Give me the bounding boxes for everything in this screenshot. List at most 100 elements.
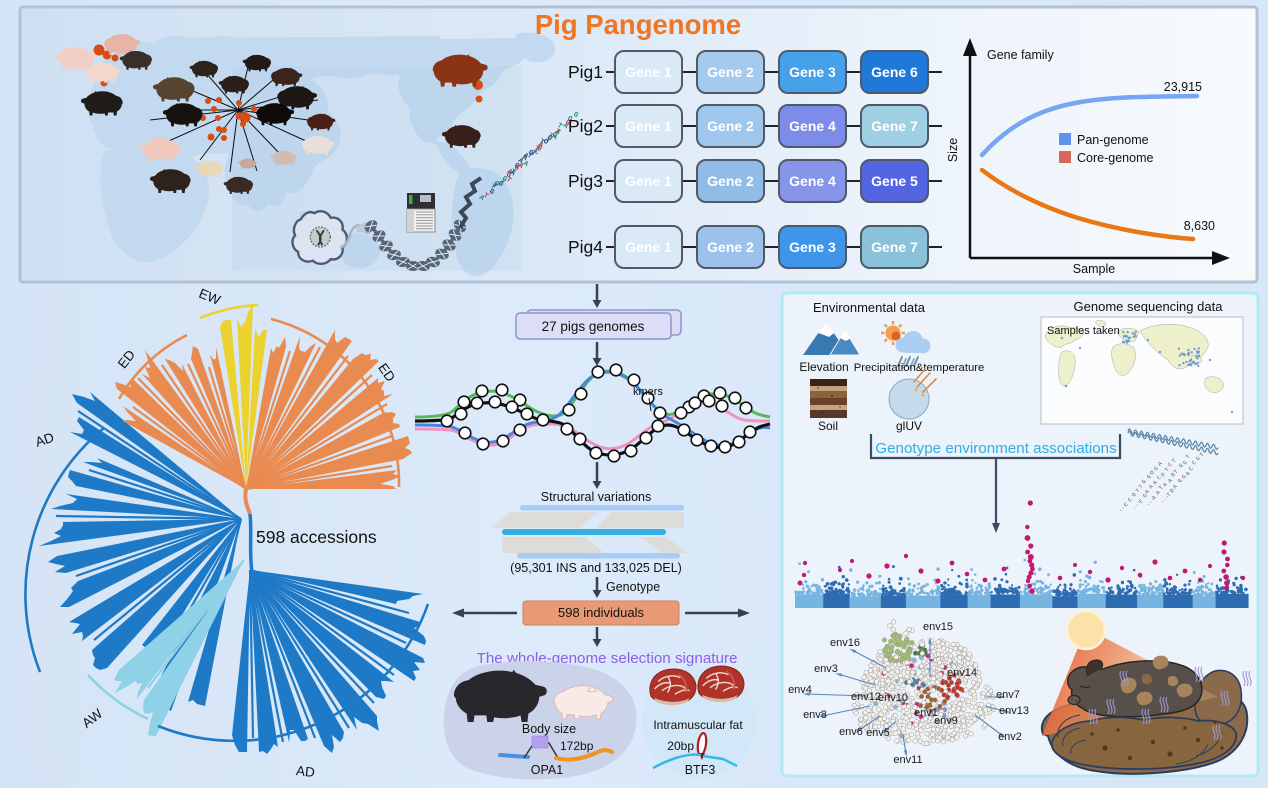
svg-text:Gene 2: Gene 2 — [707, 64, 754, 80]
svg-text:...: ... — [1130, 498, 1142, 510]
svg-text:G: G — [1152, 465, 1159, 472]
svg-text:O: O — [1130, 491, 1138, 499]
svg-text:A: A — [477, 194, 486, 203]
svg-text:O: O — [1168, 487, 1176, 495]
svg-text:env8: env8 — [803, 709, 827, 721]
svg-text:23,915: 23,915 — [1164, 80, 1202, 94]
svg-text:Core-genome: Core-genome — [1077, 151, 1153, 165]
svg-text:A: A — [520, 154, 529, 163]
svg-text:env11: env11 — [893, 754, 922, 766]
svg-text:Gene 3: Gene 3 — [789, 64, 836, 80]
svg-text:G: G — [496, 180, 504, 189]
svg-text:G: G — [1141, 492, 1148, 499]
svg-text:T: T — [1165, 491, 1173, 499]
svg-text:G: G — [1181, 459, 1188, 466]
svg-text:A: A — [505, 168, 514, 177]
svg-text:C: C — [1155, 474, 1163, 482]
svg-text:T: T — [529, 149, 538, 158]
svg-text:Genotype: Genotype — [606, 580, 660, 594]
svg-text:...: ... — [1116, 501, 1128, 513]
svg-text:Pig Pangenome: Pig Pangenome — [535, 9, 741, 40]
svg-text:O: O — [526, 149, 535, 158]
svg-text:C: C — [1122, 501, 1130, 509]
svg-text:T: T — [1170, 457, 1178, 465]
svg-text:T: T — [488, 183, 497, 192]
svg-text:A: A — [536, 141, 545, 150]
svg-text:Samples taken: Samples taken — [1047, 325, 1120, 337]
svg-text:A: A — [1151, 479, 1159, 487]
svg-text:Gene 4: Gene 4 — [789, 118, 836, 134]
svg-text:AD: AD — [33, 430, 56, 450]
svg-text:G: G — [487, 188, 495, 197]
svg-text:env9: env9 — [934, 715, 958, 727]
svg-text:O: O — [1148, 469, 1156, 477]
svg-text:O: O — [1159, 471, 1167, 479]
svg-text:8,630: 8,630 — [1184, 219, 1215, 233]
svg-text:A: A — [1166, 477, 1174, 485]
svg-text:G: G — [535, 144, 543, 153]
svg-text:G: G — [512, 162, 520, 171]
svg-text:T: T — [1163, 466, 1171, 474]
svg-text:A: A — [1156, 460, 1164, 468]
svg-text:Pig3: Pig3 — [568, 171, 603, 191]
svg-text:G: G — [1180, 473, 1187, 480]
svg-text:env7: env7 — [996, 689, 1020, 701]
svg-text:T: T — [537, 138, 546, 147]
svg-text:T: T — [508, 168, 517, 177]
svg-text:598 accessions: 598 accessions — [256, 527, 377, 547]
svg-text:env15: env15 — [923, 621, 953, 633]
svg-text:T: T — [498, 178, 507, 187]
svg-text:BTF3: BTF3 — [685, 763, 716, 777]
svg-text:Gene 1: Gene 1 — [625, 64, 672, 80]
svg-text:O: O — [545, 134, 554, 143]
svg-text:kmers: kmers — [633, 386, 663, 398]
svg-text:C: C — [1190, 459, 1198, 467]
svg-text:T: T — [532, 145, 541, 154]
svg-text:Gene 5: Gene 5 — [871, 173, 918, 189]
svg-text:Elevation: Elevation — [799, 360, 848, 374]
svg-text:T: T — [1184, 453, 1192, 461]
svg-text:A: A — [561, 122, 570, 131]
svg-text:T: T — [553, 128, 562, 137]
svg-text:20bp: 20bp — [667, 739, 694, 753]
svg-text:G: G — [1176, 477, 1183, 484]
svg-text:Body size: Body size — [522, 722, 576, 736]
svg-text:Soil: Soil — [818, 419, 838, 433]
svg-text:Pig4: Pig4 — [568, 237, 603, 257]
svg-text:env16: env16 — [830, 637, 860, 649]
svg-text:Pig2: Pig2 — [568, 116, 603, 136]
svg-text:env10: env10 — [878, 692, 908, 704]
svg-text:Gene 2: Gene 2 — [707, 239, 754, 255]
svg-text:Environmental data: Environmental data — [813, 300, 926, 315]
svg-text:A: A — [516, 157, 525, 166]
svg-text:env1: env1 — [914, 707, 938, 719]
svg-text:A: A — [1150, 494, 1158, 502]
svg-text:T: T — [504, 176, 513, 185]
svg-text:O: O — [1169, 471, 1177, 479]
svg-text:G: G — [512, 164, 520, 173]
svg-text:T: T — [490, 182, 499, 191]
svg-text:G: G — [1140, 478, 1147, 485]
svg-text:C: C — [1126, 496, 1134, 504]
svg-text:Gene 7: Gene 7 — [871, 118, 918, 134]
svg-text:A: A — [508, 169, 517, 178]
svg-text:C: C — [550, 131, 559, 140]
svg-text:T: T — [1157, 484, 1165, 492]
svg-text:env3: env3 — [814, 663, 838, 675]
svg-text:Gene family: Gene family — [987, 48, 1054, 62]
svg-text:Gene 6: Gene 6 — [871, 64, 918, 80]
svg-text:A: A — [1171, 483, 1179, 491]
svg-text:...: ... — [1158, 492, 1170, 504]
svg-text:(95,301 INS and 133,025 DEL): (95,301 INS and 133,025 DEL) — [510, 561, 682, 575]
svg-text:Gene 7: Gene 7 — [871, 239, 918, 255]
svg-text:G: G — [1177, 462, 1184, 469]
svg-text:G: G — [563, 119, 571, 128]
svg-text:Gene 1: Gene 1 — [625, 239, 672, 255]
svg-text:G: G — [500, 175, 508, 184]
svg-text:C: C — [1187, 465, 1195, 473]
svg-text:Structural variations: Structural variations — [541, 490, 651, 504]
svg-text:T: T — [543, 137, 552, 146]
svg-text:A: A — [1161, 481, 1169, 489]
svg-text:A: A — [553, 128, 562, 137]
svg-text:env2: env2 — [998, 731, 1022, 743]
